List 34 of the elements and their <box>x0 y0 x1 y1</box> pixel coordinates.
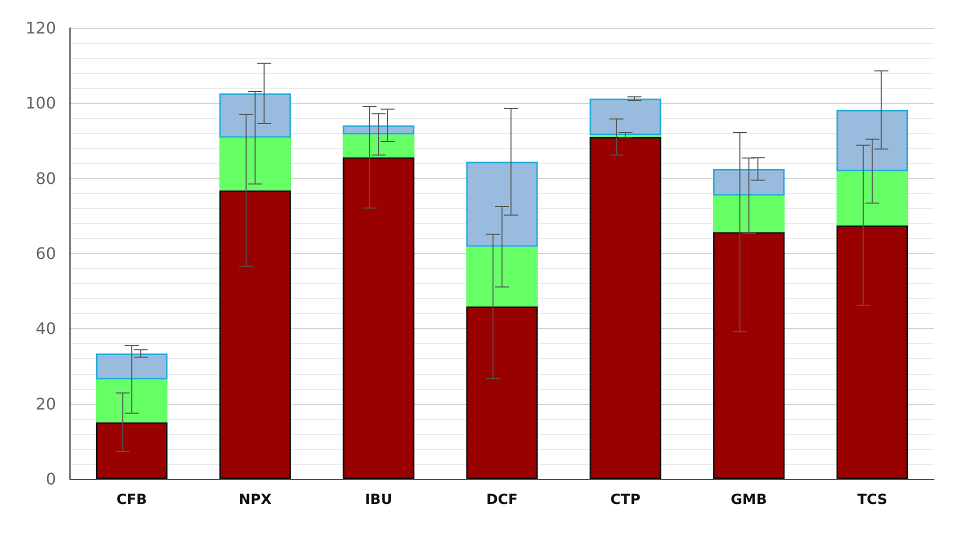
bar <box>466 246 538 306</box>
y-tick-label: 80 <box>36 168 56 188</box>
y-tick-label: 40 <box>36 319 56 338</box>
bar <box>836 171 908 226</box>
bar <box>96 422 168 479</box>
x-tick-label: DCF <box>486 492 518 508</box>
bar <box>219 190 291 479</box>
bar <box>836 225 908 479</box>
y-tick-label: 120 <box>25 18 56 38</box>
bar <box>590 98 662 136</box>
bar <box>342 125 414 134</box>
bar <box>466 162 538 247</box>
y-tick-label: 20 <box>36 394 56 414</box>
x-tick-label: CFB <box>116 492 147 508</box>
bar <box>590 136 662 479</box>
bar <box>219 138 291 190</box>
bar <box>342 157 414 479</box>
bar <box>466 306 538 479</box>
x-tick-label: IBU <box>364 492 392 508</box>
bar <box>96 353 168 380</box>
bar <box>836 110 908 172</box>
bar <box>713 232 785 479</box>
x-tick-label: NPX <box>238 492 272 508</box>
bar <box>713 196 785 232</box>
bar <box>713 168 785 196</box>
bar <box>219 93 291 138</box>
y-tick-label: 0 <box>46 470 56 488</box>
y-tick-label: 60 <box>36 244 56 263</box>
x-tick-label: GMB <box>730 492 767 508</box>
x-tick-label: CTP <box>610 492 640 508</box>
y-tick-label: 100 <box>25 94 56 113</box>
bar <box>96 379 168 422</box>
x-tick-label: TCS <box>857 492 888 508</box>
bar <box>342 134 414 158</box>
